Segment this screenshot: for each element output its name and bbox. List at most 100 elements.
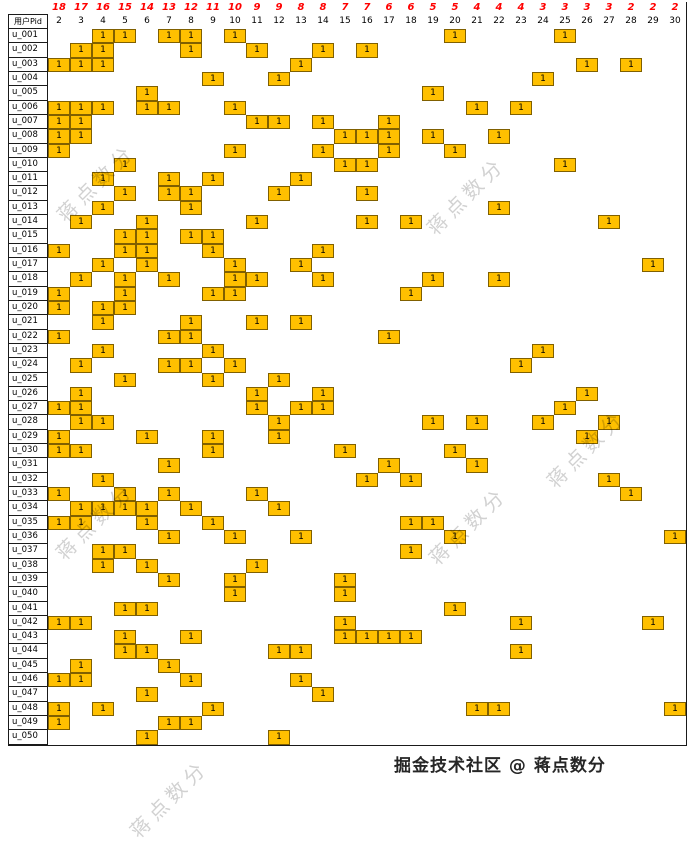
data-cell[interactable]: 1 xyxy=(598,215,620,230)
data-cell[interactable]: 1 xyxy=(180,673,202,688)
data-cell[interactable] xyxy=(136,315,158,329)
data-cell[interactable] xyxy=(620,415,642,429)
data-cell[interactable] xyxy=(136,129,158,143)
data-cell[interactable] xyxy=(290,616,312,630)
data-cell[interactable] xyxy=(158,86,180,100)
data-cell[interactable] xyxy=(246,358,268,372)
data-cell[interactable] xyxy=(444,301,466,315)
data-cell[interactable] xyxy=(532,272,554,286)
data-cell[interactable] xyxy=(554,444,576,458)
data-cell[interactable] xyxy=(224,659,246,673)
data-cell[interactable] xyxy=(554,86,576,100)
data-cell[interactable] xyxy=(488,616,510,630)
data-cell[interactable] xyxy=(532,43,554,57)
data-cell[interactable] xyxy=(180,487,202,501)
data-cell[interactable] xyxy=(466,330,488,344)
data-cell[interactable] xyxy=(202,186,224,200)
data-cell[interactable] xyxy=(268,659,290,673)
data-cell[interactable] xyxy=(554,58,576,72)
data-cell[interactable] xyxy=(664,644,686,658)
data-cell[interactable] xyxy=(356,616,378,630)
data-cell[interactable] xyxy=(532,201,554,215)
data-cell[interactable] xyxy=(422,158,444,172)
data-cell[interactable] xyxy=(664,301,686,315)
data-cell[interactable]: 1 xyxy=(70,444,92,459)
column-header-cell[interactable]: 14 xyxy=(317,16,329,26)
data-cell[interactable]: 1 xyxy=(400,544,422,559)
data-cell[interactable]: 1 xyxy=(180,630,202,645)
data-cell[interactable] xyxy=(334,258,356,272)
data-cell[interactable]: 1 xyxy=(290,401,312,416)
data-cell[interactable] xyxy=(136,172,158,186)
data-cell[interactable] xyxy=(70,473,92,487)
data-cell[interactable] xyxy=(48,43,70,57)
data-cell[interactable] xyxy=(422,101,444,115)
data-cell[interactable] xyxy=(510,315,532,329)
column-header-cell[interactable]: 18 xyxy=(405,16,417,26)
data-cell[interactable] xyxy=(312,301,334,315)
data-cell[interactable] xyxy=(510,730,532,744)
data-cell[interactable] xyxy=(598,358,620,372)
data-cell[interactable] xyxy=(356,587,378,601)
data-cell[interactable]: 1 xyxy=(268,429,290,445)
data-cell[interactable] xyxy=(664,129,686,143)
data-cell[interactable]: 1 xyxy=(48,673,70,688)
data-cell[interactable] xyxy=(576,730,598,744)
data-cell[interactable] xyxy=(378,530,400,544)
data-cell[interactable] xyxy=(554,544,576,558)
data-cell[interactable] xyxy=(312,58,334,72)
data-cell[interactable] xyxy=(70,702,92,716)
data-cell[interactable] xyxy=(158,401,180,415)
data-cell[interactable] xyxy=(48,29,70,43)
data-cell[interactable] xyxy=(422,630,444,644)
user-id-cell[interactable]: u_015 xyxy=(8,229,48,244)
data-cell[interactable] xyxy=(510,344,532,358)
data-cell[interactable]: 1 xyxy=(70,515,92,530)
data-cell[interactable]: 1 xyxy=(48,114,70,130)
data-cell[interactable] xyxy=(70,430,92,444)
data-cell[interactable] xyxy=(224,630,246,644)
user-id-cell[interactable]: u_029 xyxy=(8,429,48,445)
user-id-cell[interactable]: u_025 xyxy=(8,372,48,387)
data-cell[interactable] xyxy=(92,573,114,587)
data-cell[interactable] xyxy=(576,373,598,387)
data-cell[interactable] xyxy=(664,373,686,387)
data-cell[interactable] xyxy=(290,344,312,358)
column-sum-cell[interactable]: 7 xyxy=(341,2,349,13)
data-cell[interactable] xyxy=(422,301,444,315)
data-cell[interactable] xyxy=(70,544,92,558)
data-cell[interactable] xyxy=(70,258,92,272)
user-id-cell[interactable]: u_008 xyxy=(8,129,48,144)
data-cell[interactable]: 1 xyxy=(114,487,136,502)
data-cell[interactable] xyxy=(378,86,400,100)
data-cell[interactable] xyxy=(224,516,246,530)
column-sum-cell[interactable]: 5 xyxy=(451,2,459,13)
column-header-cell[interactable]: 16 xyxy=(361,16,373,26)
data-cell[interactable] xyxy=(92,86,114,100)
data-cell[interactable] xyxy=(312,373,334,387)
data-cell[interactable] xyxy=(180,86,202,100)
data-cell[interactable] xyxy=(180,415,202,429)
data-cell[interactable] xyxy=(312,101,334,115)
data-cell[interactable] xyxy=(488,444,510,458)
data-cell[interactable] xyxy=(554,716,576,730)
data-cell[interactable] xyxy=(510,72,532,86)
data-cell[interactable] xyxy=(466,587,488,601)
data-cell[interactable] xyxy=(202,458,224,472)
data-cell[interactable] xyxy=(400,530,422,544)
data-cell[interactable] xyxy=(598,516,620,530)
data-cell[interactable]: 1 xyxy=(70,272,92,287)
data-cell[interactable] xyxy=(466,473,488,487)
data-cell[interactable] xyxy=(620,573,642,587)
data-cell[interactable]: 1 xyxy=(180,358,202,373)
data-cell[interactable] xyxy=(664,86,686,100)
data-cell[interactable]: 1 xyxy=(466,100,488,115)
data-cell[interactable] xyxy=(598,301,620,315)
data-cell[interactable] xyxy=(356,687,378,701)
data-cell[interactable] xyxy=(620,258,642,272)
data-cell[interactable] xyxy=(48,730,70,744)
data-cell[interactable] xyxy=(246,330,268,344)
data-cell[interactable] xyxy=(444,587,466,601)
data-cell[interactable] xyxy=(576,201,598,215)
data-cell[interactable]: 1 xyxy=(136,429,158,445)
